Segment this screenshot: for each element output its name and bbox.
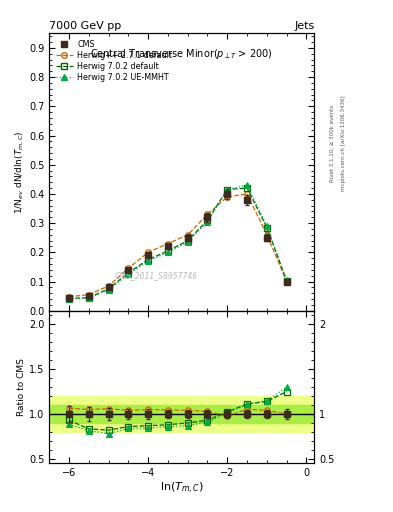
Text: CMS_2011_S8957746: CMS_2011_S8957746 xyxy=(114,271,198,280)
Text: Jets: Jets xyxy=(294,21,314,31)
Legend: CMS, Herwig++ 2.7.1 default, Herwig 7.0.2 default, Herwig 7.0.2 UE-MMHT: CMS, Herwig++ 2.7.1 default, Herwig 7.0.… xyxy=(53,37,175,84)
Text: 7000 GeV pp: 7000 GeV pp xyxy=(49,21,121,31)
Y-axis label: Ratio to CMS: Ratio to CMS xyxy=(17,358,26,416)
Text: Central Transverse Minor($p_{\perp T}$ > 200): Central Transverse Minor($p_{\perp T}$ >… xyxy=(90,47,273,61)
X-axis label: ln($T_{m,C}$): ln($T_{m,C}$) xyxy=(160,481,204,496)
Text: mcplots.cern.ch [arXiv:1306.3436]: mcplots.cern.ch [arXiv:1306.3436] xyxy=(342,96,346,191)
Text: Rivet 3.1.10, ≥ 300k events: Rivet 3.1.10, ≥ 300k events xyxy=(330,105,334,182)
Y-axis label: 1/N$_{ev}$ dN/dln($T_{m,C}$): 1/N$_{ev}$ dN/dln($T_{m,C}$) xyxy=(14,130,26,214)
